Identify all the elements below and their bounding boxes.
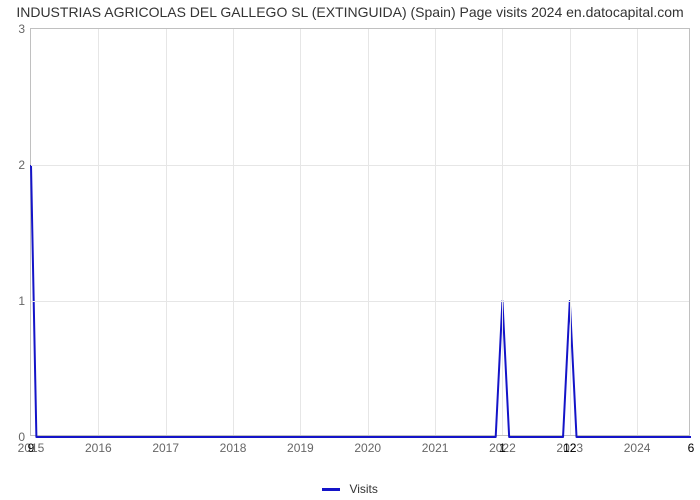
data-label: 12 xyxy=(563,441,576,455)
visits-chart: INDUSTRIAS AGRICOLAS DEL GALLEGO SL (EXT… xyxy=(0,0,700,500)
grid-line-h xyxy=(31,165,689,166)
x-tick-label: 2016 xyxy=(85,435,112,455)
x-tick-label: 2017 xyxy=(152,435,179,455)
grid-line-v xyxy=(166,29,167,435)
grid-line-v xyxy=(435,29,436,435)
grid-line-h xyxy=(31,301,689,302)
x-tick-label: 2024 xyxy=(624,435,651,455)
legend-swatch xyxy=(322,488,340,491)
y-tick-label: 3 xyxy=(18,22,31,36)
data-label: 9 xyxy=(28,441,35,455)
grid-line-v xyxy=(570,29,571,435)
grid-line-v xyxy=(98,29,99,435)
x-tick-label: 2020 xyxy=(354,435,381,455)
grid-line-v xyxy=(300,29,301,435)
grid-line-v xyxy=(233,29,234,435)
x-tick-label: 2018 xyxy=(220,435,247,455)
grid-line-v xyxy=(368,29,369,435)
legend: Visits xyxy=(0,481,700,496)
data-label: 1 xyxy=(499,441,506,455)
y-tick-label: 1 xyxy=(18,294,31,308)
grid-line-v xyxy=(502,29,503,435)
legend-label: Visits xyxy=(349,482,377,496)
plot-area: 2015201620172018201920202021202220232024… xyxy=(30,28,690,436)
chart-title: INDUSTRIAS AGRICOLAS DEL GALLEGO SL (EXT… xyxy=(0,4,700,20)
x-tick-label: 2019 xyxy=(287,435,314,455)
grid-line-v xyxy=(637,29,638,435)
y-tick-label: 2 xyxy=(18,158,31,172)
line-series xyxy=(31,29,691,437)
data-label: 6 xyxy=(688,441,695,455)
x-tick-label: 2021 xyxy=(422,435,449,455)
